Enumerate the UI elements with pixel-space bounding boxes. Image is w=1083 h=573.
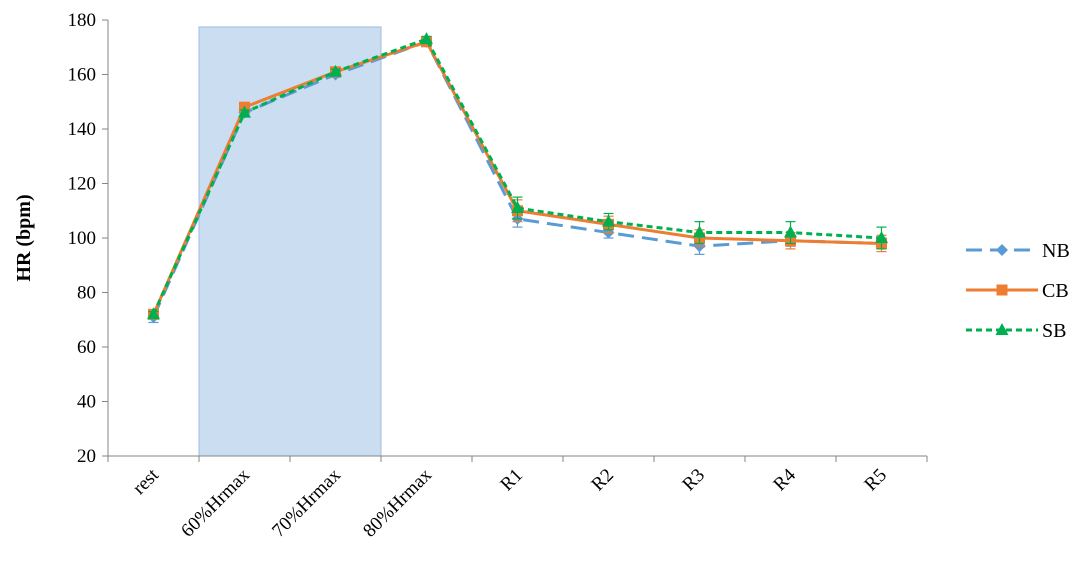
legend-marker xyxy=(995,323,1009,335)
x-tick-label: R5 xyxy=(860,465,891,496)
y-tick-label: 40 xyxy=(77,392,96,413)
y-ticks-layer: 20 40 60 80 100 120 140 160 180 xyxy=(68,10,108,467)
shaded-region xyxy=(198,26,382,457)
x-tick-label: 60%Hrmax xyxy=(177,464,254,541)
x-tick-label: R3 xyxy=(678,465,709,496)
x-tick-label: 80%Hrmax xyxy=(359,464,436,541)
legend-item-SB: SB xyxy=(966,320,1066,342)
legend-label: NB xyxy=(1042,240,1070,262)
y-tick-label: 120 xyxy=(68,174,97,195)
y-tick-label: 180 xyxy=(68,10,97,31)
series-SB xyxy=(147,32,888,320)
shaded-region-layer xyxy=(198,26,382,457)
data-point xyxy=(329,64,342,77)
x-tick-label: rest xyxy=(129,464,164,499)
data-point xyxy=(511,201,524,214)
x-tick-label: R2 xyxy=(587,465,618,496)
x-tick-label: R4 xyxy=(769,464,800,495)
legend-marker xyxy=(996,284,1008,296)
legend-item-NB: NB xyxy=(966,240,1070,262)
data-point xyxy=(602,214,615,227)
legend-label: CB xyxy=(1042,280,1069,302)
series-line xyxy=(152,37,882,315)
legend-label: SB xyxy=(1042,320,1066,342)
data-point xyxy=(147,307,160,320)
y-axis-title: HR (bpm) xyxy=(13,194,35,281)
x-ticks-layer: rest 60%Hrmax 70%Hrmax 80%Hrmax R1 R2 R3 R4 R5 xyxy=(107,456,928,541)
y-tick-label: 80 xyxy=(77,283,96,304)
y-tick-label: 160 xyxy=(68,65,97,86)
legend: NB CB SB xyxy=(966,240,1070,342)
y-tick-label: 20 xyxy=(77,446,96,467)
legend-marker xyxy=(996,244,1008,256)
legend-item-CB: CB xyxy=(966,280,1069,302)
data-point xyxy=(420,32,433,45)
y-tick-label: 140 xyxy=(68,119,97,140)
y-tick-label: 100 xyxy=(68,228,97,249)
y-tick-label: 60 xyxy=(77,337,96,358)
data-point xyxy=(693,225,706,238)
x-tick-label: 70%Hrmax xyxy=(268,464,345,541)
data-point xyxy=(238,105,251,118)
data-point xyxy=(784,225,797,238)
series-layer xyxy=(147,32,888,324)
x-tick-label: R1 xyxy=(496,465,527,496)
data-point xyxy=(875,231,888,243)
